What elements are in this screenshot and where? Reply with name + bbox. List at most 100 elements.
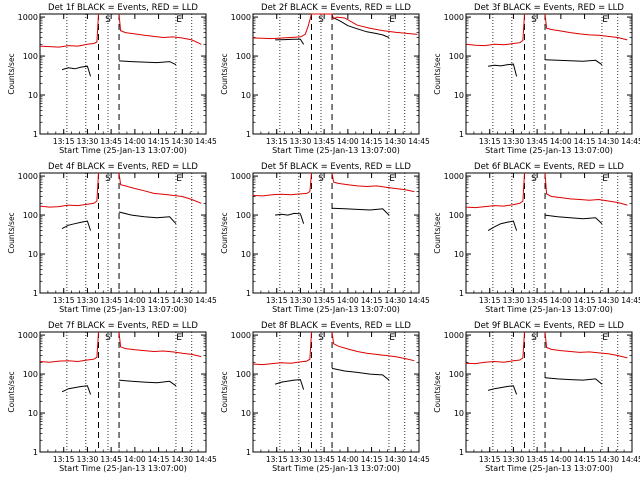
x-tick-label: 13:30 [290,296,312,305]
x-tick-label: 13:45 [313,455,335,464]
x-tick-label: 14:30 [171,455,193,464]
y-tick-label: 1 [246,448,251,457]
x-tick-label: 13:30 [77,455,99,464]
x-axis-label: Start Time (25-Jan-13 13:07:00) [59,464,187,473]
y-tick-label: 1 [459,448,464,457]
x-tick-label: 13:15 [266,296,288,305]
x-tick-label: 14:15 [361,296,383,305]
y-tick-label: 100 [23,52,38,61]
plot-frame [252,172,420,294]
panel-7: Det 7f BLACK = Events, RED = LLD 1 10 100 10… [7,321,217,473]
y-tick-label: 100 [236,370,251,379]
lld-series-line [544,331,628,359]
y-tick-label: 100 [449,370,464,379]
events-series-line [544,377,603,385]
marker-label-e: E [176,333,182,343]
x-axis-label: Start Time (25-Jan-13 13:07:00) [59,146,187,155]
x-tick-label: 14:15 [148,137,170,146]
x-tick-label: 13:30 [290,137,312,146]
events-series-line [331,367,390,381]
panel-5: Det 5f BLACK = Events, RED = LLD 1 10 100 10… [220,162,430,314]
y-tick-label: 1 [459,289,464,298]
marker-label-s: S [318,333,324,343]
marker-label-s: S [318,15,324,25]
marker-label-s: S [531,15,537,25]
lld-series-line [465,13,525,47]
x-tick-label: 14:30 [171,296,193,305]
x-tick-label: 13:45 [313,137,335,146]
x-tick-label: 14:00 [337,455,359,464]
y-tick-label: 10 [454,250,464,259]
y-tick-label: 100 [449,52,464,61]
x-tick-label: 14:00 [550,296,572,305]
x-axis-label: Start Time (25-Jan-13 13:07:00) [59,305,187,314]
y-axis-label: Counts/sec [220,53,229,94]
panel-title: Det 4f BLACK = Events, RED = LLD [48,162,198,172]
y-tick-label: 1 [459,130,464,139]
y-tick-label: 1 [246,289,251,298]
panel-9: Det 9f BLACK = Events, RED = LLD 1 10 100 10… [433,321,640,473]
y-tick-label: 1000 [231,172,251,181]
plot-frame [252,331,420,453]
y-tick-label: 100 [449,211,464,220]
lld-series-line [331,331,415,362]
y-axis-label: Counts/sec [433,212,442,253]
x-tick-label: 13:15 [266,137,288,146]
lld-series-line [118,172,202,204]
plot-frame [465,331,633,453]
x-tick-label: 13:30 [290,455,312,464]
x-tick-label: 13:30 [503,455,525,464]
y-tick-label: 1 [33,448,38,457]
x-tick-label: 14:30 [384,455,406,464]
x-tick-label: 13:30 [503,137,525,146]
y-tick-label: 1 [33,130,38,139]
y-tick-label: 10 [241,91,251,100]
x-tick-label: 14:45 [621,137,640,146]
panel-title: Det 8f BLACK = Events, RED = LLD [261,321,411,331]
panel-1: Det 1f BLACK = Events, RED = LLD 1 10 100 10… [7,3,217,155]
x-tick-label: 14:45 [408,296,430,305]
x-tick-label: 14:00 [124,137,146,146]
x-axis-label: Start Time (25-Jan-13 13:07:00) [272,464,400,473]
lld-series-line [118,13,202,45]
y-tick-label: 1000 [444,13,464,22]
x-tick-label: 14:45 [621,296,640,305]
events-series-line [118,60,177,66]
panel-title: Det 3f BLACK = Events, RED = LLD [474,3,624,13]
x-tick-label: 13:45 [100,296,122,305]
y-axis-label: Counts/sec [7,212,16,253]
y-tick-label: 1000 [231,331,251,340]
lld-series-line [465,172,525,209]
marker-label-e: E [176,174,182,184]
plot-frame [39,13,207,135]
events-series-line [118,379,177,387]
events-series-line [331,16,390,38]
x-tick-label: 14:15 [148,296,170,305]
x-axis-label: Start Time (25-Jan-13 13:07:00) [485,146,613,155]
events-series-line [275,212,305,224]
x-tick-label: 14:00 [337,137,359,146]
marker-label-s: S [105,174,111,184]
x-tick-label: 13:45 [313,296,335,305]
x-tick-label: 14:45 [195,137,217,146]
events-series-line [544,214,603,225]
x-tick-label: 13:45 [526,455,548,464]
x-axis-label: Start Time (25-Jan-13 13:07:00) [485,464,613,473]
x-tick-label: 14:45 [195,455,217,464]
x-tick-label: 14:30 [597,455,619,464]
events-series-line [487,220,518,232]
plot-frame [252,13,420,135]
y-tick-label: 100 [23,211,38,220]
x-axis-label: Start Time (25-Jan-13 13:07:00) [272,146,400,155]
x-tick-label: 14:45 [408,137,430,146]
y-tick-label: 100 [236,52,251,61]
y-tick-label: 1000 [18,13,38,22]
x-tick-label: 14:45 [408,455,430,464]
x-tick-label: 14:45 [195,296,217,305]
plot-frame [465,13,633,135]
panel-title: Det 2f BLACK = Events, RED = LLD [261,3,411,13]
y-axis-label: Counts/sec [7,371,16,412]
panel-4: Det 4f BLACK = Events, RED = LLD 1 10 100 10… [7,162,217,314]
lld-series-line [252,13,418,40]
y-axis-label: Counts/sec [433,53,442,94]
